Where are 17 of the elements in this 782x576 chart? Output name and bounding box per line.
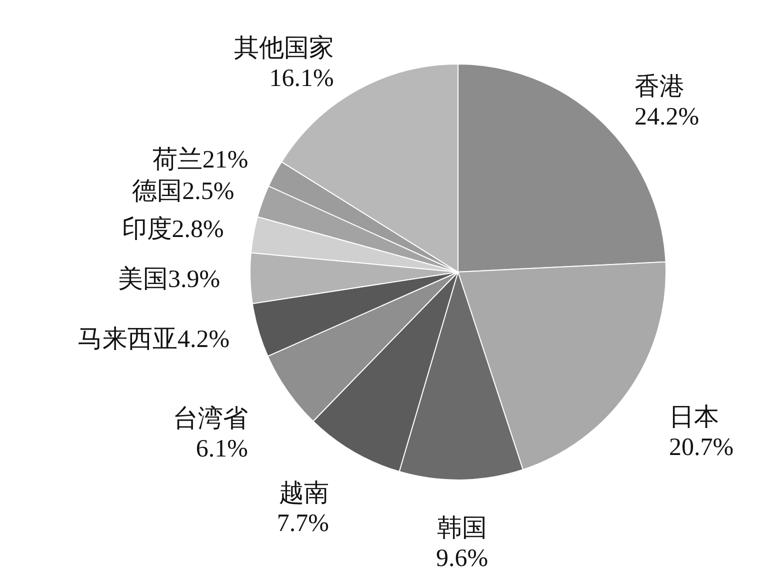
data-label: 9.6% [436,544,488,572]
slice-label: 韩国 [437,514,488,542]
slice-label: 日本 [668,404,719,432]
data-label: 7.7% [276,510,329,538]
data-label: 24.2% [634,104,700,131]
data-label: 16.1% [269,65,334,92]
slice-label: 马来西亚4.2% [77,326,230,353]
data-label: 20.7% [668,434,734,462]
slice-label: 香港 [634,74,685,101]
slice-label: 其他国家 [234,34,334,62]
slice-label: 荷兰21% [152,146,248,174]
slice-label: 越南 [278,480,329,508]
data-label: 6.1% [196,435,248,462]
slice-label: 德国2.5% [132,178,234,205]
slice-label: 美国3.9% [118,265,220,294]
slice-label: 印度2.8% [122,215,224,244]
slice-label: 台湾省 [172,404,248,432]
